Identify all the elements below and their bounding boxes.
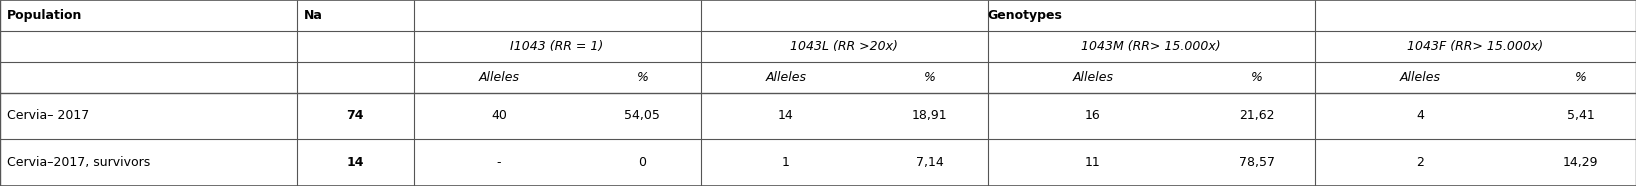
Text: %: % (1250, 71, 1263, 84)
Text: 7,14: 7,14 (916, 156, 944, 169)
Text: %: % (1575, 71, 1587, 84)
Text: 1: 1 (782, 156, 790, 169)
Text: 1043F (RR> 15.000x): 1043F (RR> 15.000x) (1407, 40, 1543, 53)
Text: Alleles: Alleles (766, 71, 807, 84)
Text: Cervia–2017, survivors: Cervia–2017, survivors (7, 156, 151, 169)
Text: 18,91: 18,91 (911, 109, 947, 122)
Text: 0: 0 (638, 156, 646, 169)
Text: %: % (923, 71, 936, 84)
Text: Alleles: Alleles (478, 71, 519, 84)
Text: 74: 74 (347, 109, 365, 122)
Text: 16: 16 (1085, 109, 1101, 122)
Text: Population: Population (7, 9, 82, 22)
Text: 1043L (RR >20x): 1043L (RR >20x) (790, 40, 898, 53)
Text: 11: 11 (1085, 156, 1101, 169)
Text: 4: 4 (1417, 109, 1425, 122)
Text: 78,57: 78,57 (1238, 156, 1274, 169)
Text: 14,29: 14,29 (1562, 156, 1598, 169)
Text: 40: 40 (491, 109, 507, 122)
Text: %: % (636, 71, 648, 84)
Text: Alleles: Alleles (1073, 71, 1114, 84)
Text: 14: 14 (779, 109, 793, 122)
Text: 2: 2 (1417, 156, 1425, 169)
Text: I1043 (RR = 1): I1043 (RR = 1) (510, 40, 604, 53)
Text: 54,05: 54,05 (625, 109, 661, 122)
Text: 14: 14 (347, 156, 365, 169)
Text: -: - (497, 156, 501, 169)
Text: Cervia– 2017: Cervia– 2017 (7, 109, 88, 122)
Text: Na: Na (304, 9, 322, 22)
Text: Genotypes: Genotypes (987, 9, 1062, 22)
Text: 5,41: 5,41 (1567, 109, 1595, 122)
Text: Alleles: Alleles (1400, 71, 1441, 84)
Text: 21,62: 21,62 (1238, 109, 1274, 122)
Text: 1043M (RR> 15.000x): 1043M (RR> 15.000x) (1081, 40, 1220, 53)
